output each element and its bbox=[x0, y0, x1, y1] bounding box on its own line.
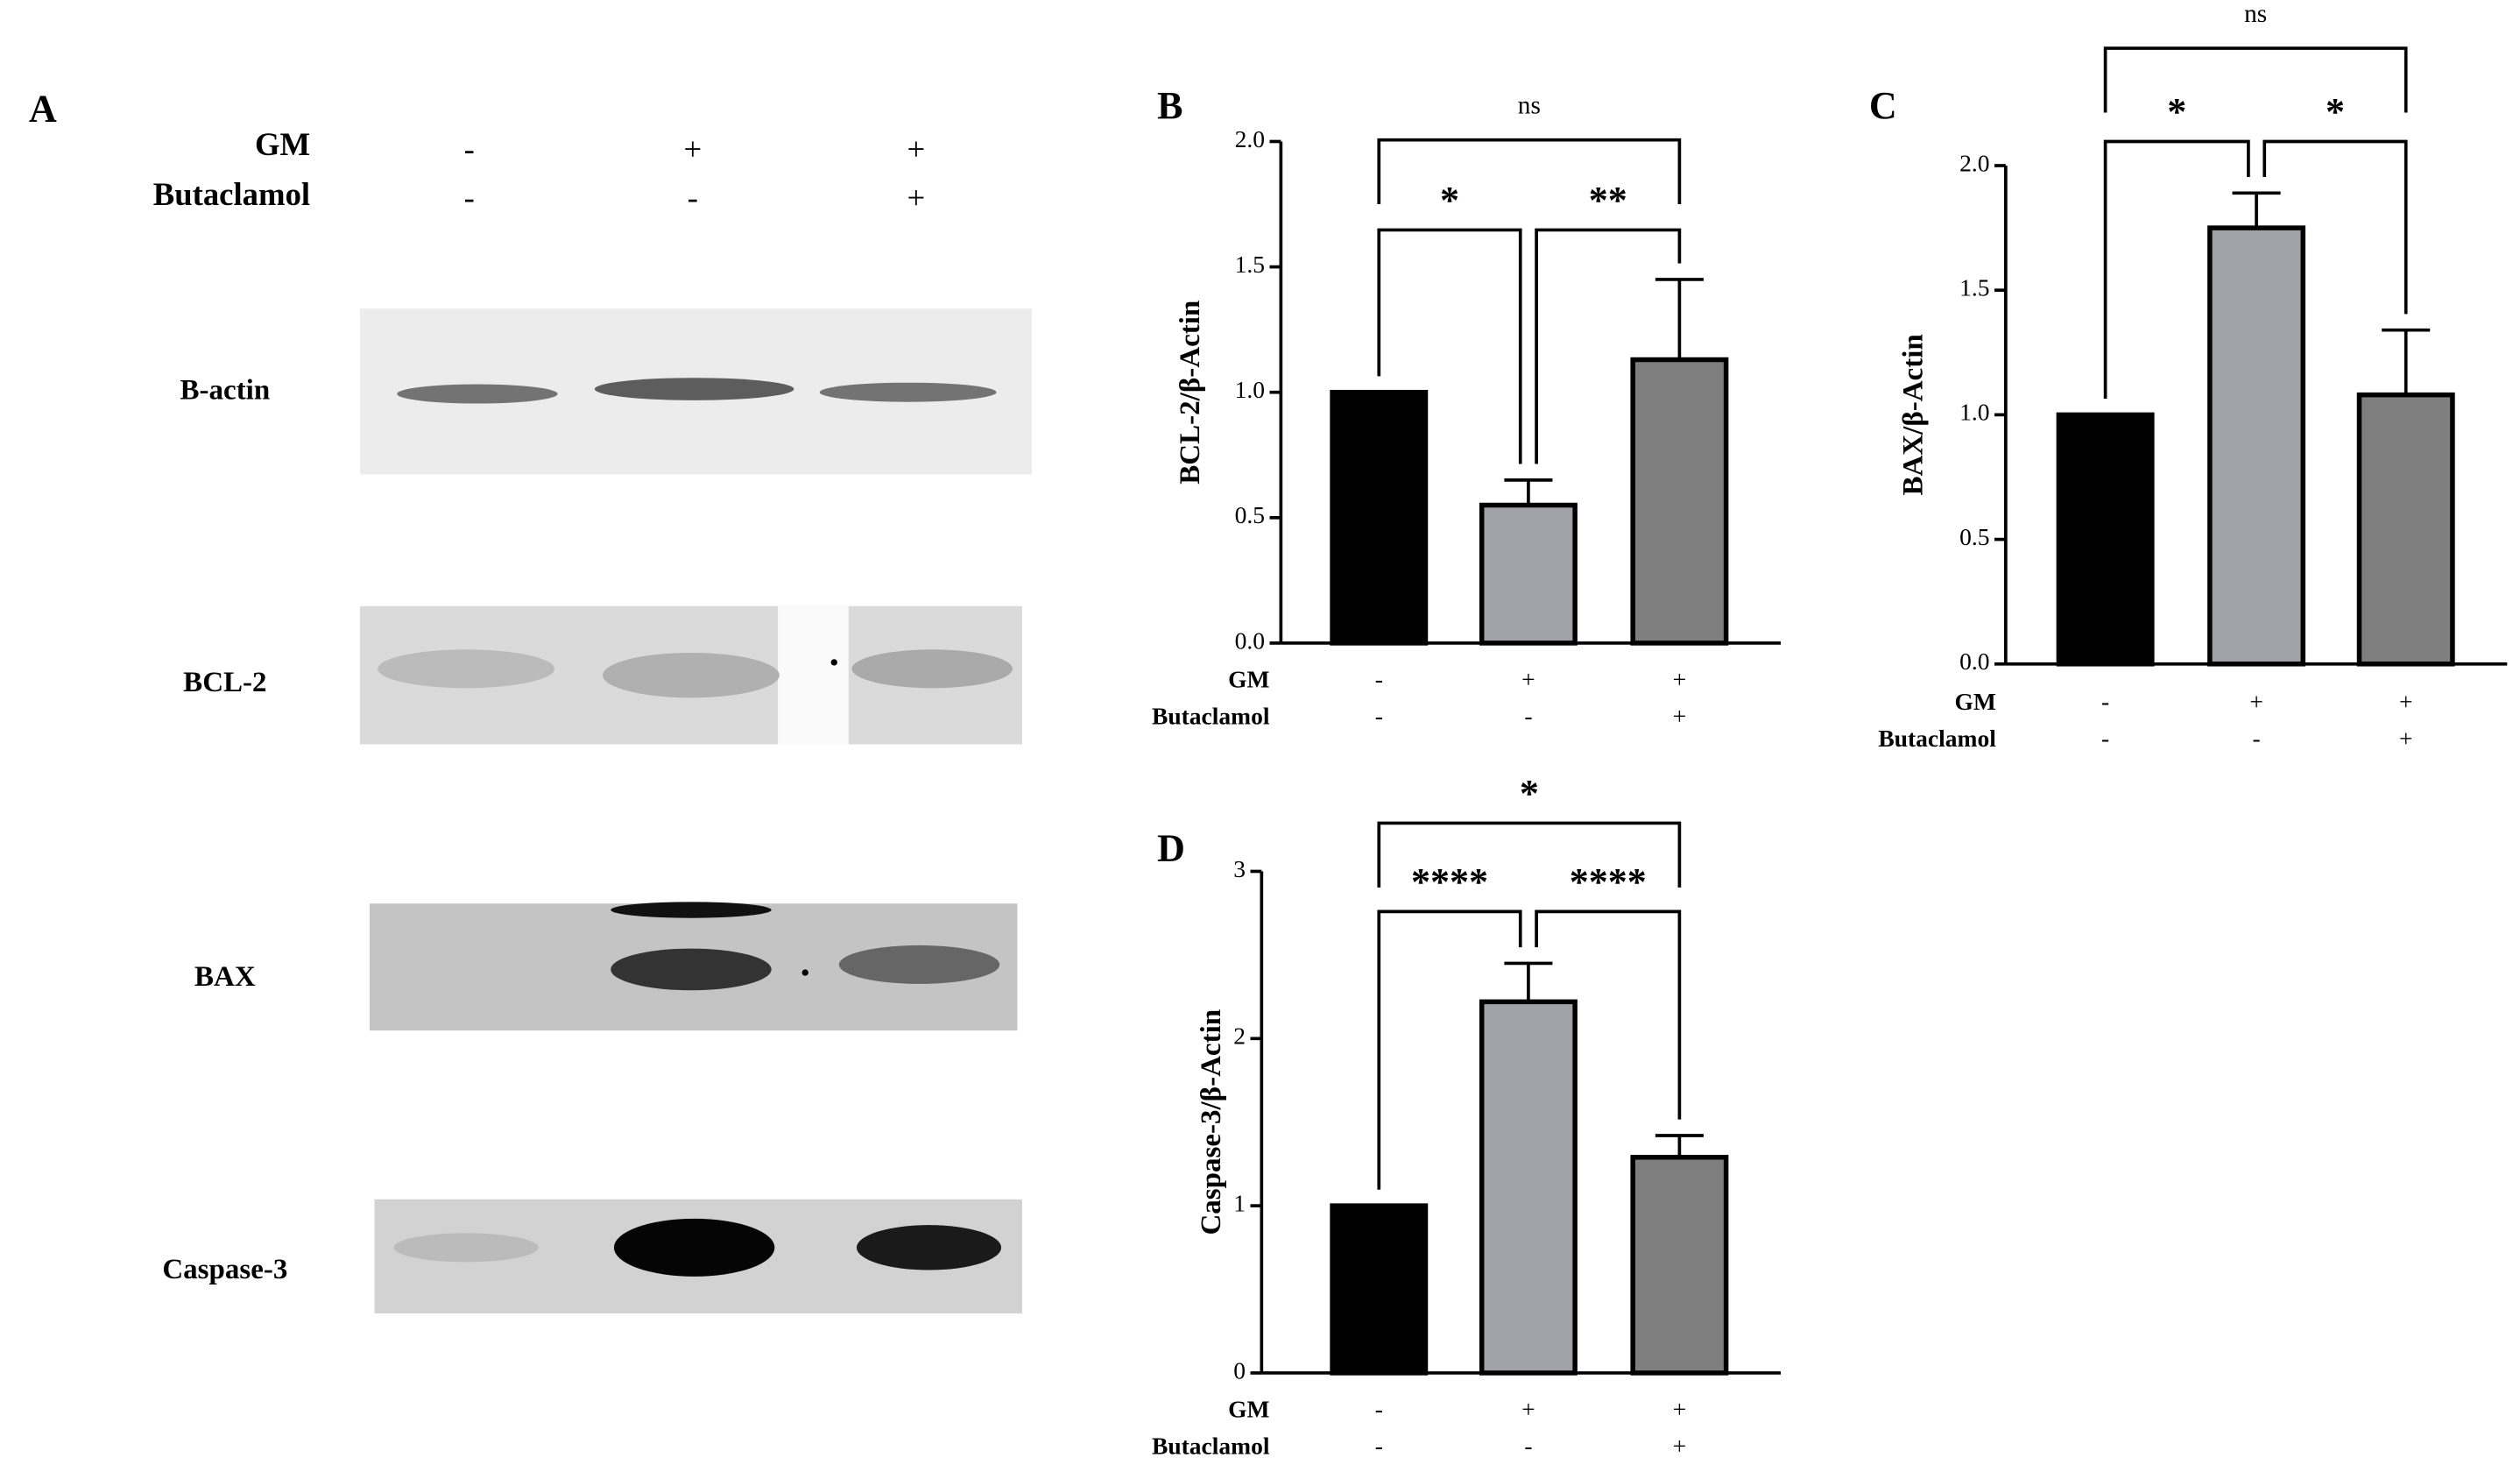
y-tick-label: 0.0 bbox=[1235, 626, 1265, 654]
blot-row-label: Caspase-3 bbox=[162, 1254, 287, 1285]
condition-sign: - bbox=[1375, 665, 1383, 692]
y-tick-label: 3 bbox=[1233, 855, 1246, 882]
y-axis-label: BAX/β-Actin bbox=[1898, 334, 1930, 495]
condition-sign: + bbox=[2249, 688, 2263, 715]
condition-sign: - bbox=[1375, 702, 1383, 729]
significance-label: * bbox=[1440, 179, 1459, 222]
significance-label: ns bbox=[1518, 92, 1541, 120]
condition-sign: - bbox=[2253, 725, 2261, 752]
significance-bracket bbox=[1377, 821, 1682, 888]
condition-name: Butaclamol bbox=[1152, 702, 1270, 729]
condition-sign: + bbox=[683, 131, 702, 167]
y-tick-label: 0.5 bbox=[1235, 501, 1265, 528]
blot-row-label: BAX bbox=[194, 961, 256, 993]
blot-row-label: BCL-2 bbox=[183, 667, 266, 698]
condition-name: Butaclamol bbox=[1878, 725, 1996, 752]
bar bbox=[1479, 502, 1578, 646]
y-tick-label: 1.0 bbox=[1959, 399, 1989, 426]
significance-bracket bbox=[2103, 46, 2408, 113]
significance-label: * bbox=[2167, 90, 2186, 133]
significance-label: ** bbox=[1589, 179, 1627, 222]
y-axis-label: BCL-2/β-Actin bbox=[1175, 301, 1206, 485]
y-tick-label: 1 bbox=[1233, 1189, 1246, 1216]
significance-bracket bbox=[1377, 228, 1522, 464]
condition-sign: - bbox=[2101, 688, 2109, 715]
condition-sign: - bbox=[1524, 702, 1532, 729]
blot-row-label: B-actin bbox=[180, 374, 271, 406]
condition-sign: - bbox=[688, 180, 698, 216]
condition-sign: + bbox=[2399, 725, 2413, 752]
condition-name: GM bbox=[1228, 1395, 1269, 1422]
y-tick-label: 2.0 bbox=[1235, 125, 1265, 152]
significance-label: * bbox=[2326, 90, 2345, 133]
panel-label: A bbox=[29, 88, 57, 131]
condition-name: Butaclamol bbox=[153, 176, 310, 212]
bar bbox=[2207, 225, 2306, 667]
condition-sign: + bbox=[907, 131, 925, 167]
bar bbox=[1630, 357, 1729, 646]
condition-sign: + bbox=[2399, 688, 2413, 715]
significance-label: ns bbox=[2244, 0, 2267, 28]
bar bbox=[2056, 412, 2155, 667]
significance-label: **** bbox=[1411, 860, 1488, 903]
condition-sign: - bbox=[2101, 725, 2109, 752]
significance-bracket bbox=[2103, 139, 2250, 400]
y-tick-label: 0.5 bbox=[1959, 523, 1989, 550]
significance-bracket bbox=[2262, 139, 2408, 315]
y-tick-label: 0 bbox=[1233, 1356, 1246, 1384]
significance-bracket bbox=[1535, 228, 1682, 464]
significance-bracket bbox=[1377, 909, 1522, 1190]
y-axis-label: Caspase-3/β-Actin bbox=[1196, 1009, 1227, 1235]
y-tick-label: 0.0 bbox=[1959, 648, 1989, 675]
condition-sign: + bbox=[1673, 702, 1687, 729]
bar bbox=[2356, 392, 2455, 667]
significance-bracket bbox=[1377, 138, 1682, 205]
y-tick-label: 1.5 bbox=[1235, 251, 1265, 278]
condition-sign: + bbox=[1521, 665, 1535, 692]
panel-label: B bbox=[1157, 84, 1182, 127]
bar bbox=[1330, 389, 1429, 646]
condition-name: GM bbox=[1228, 665, 1269, 692]
y-tick-label: 2.0 bbox=[1959, 149, 1989, 176]
condition-sign: + bbox=[1521, 1395, 1535, 1422]
y-tick-label: 2 bbox=[1233, 1023, 1246, 1050]
panel-label: D bbox=[1157, 827, 1185, 870]
significance-label: * bbox=[1520, 772, 1539, 815]
condition-name: GM bbox=[1954, 688, 1995, 715]
y-tick-label: 1.5 bbox=[1959, 274, 1989, 301]
bar bbox=[1479, 999, 1578, 1376]
condition-sign: + bbox=[1673, 1433, 1687, 1460]
condition-sign: + bbox=[907, 180, 925, 216]
bar bbox=[1330, 1203, 1429, 1376]
condition-name: GM bbox=[255, 126, 310, 162]
condition-sign: - bbox=[1524, 1433, 1532, 1460]
significance-bracket bbox=[1535, 909, 1682, 1120]
condition-sign: - bbox=[1375, 1395, 1383, 1422]
panel-label: C bbox=[1869, 84, 1897, 127]
y-tick-label: 1.0 bbox=[1235, 376, 1265, 403]
condition-sign: - bbox=[464, 131, 475, 167]
bar bbox=[1630, 1155, 1729, 1376]
condition-name: Butaclamol bbox=[1152, 1433, 1270, 1460]
blot-images bbox=[360, 308, 1032, 1314]
condition-sign: + bbox=[1673, 1395, 1687, 1422]
condition-sign: - bbox=[1375, 1433, 1383, 1460]
condition-sign: + bbox=[1673, 665, 1687, 692]
significance-label: **** bbox=[1570, 860, 1647, 903]
condition-sign: - bbox=[464, 180, 475, 216]
